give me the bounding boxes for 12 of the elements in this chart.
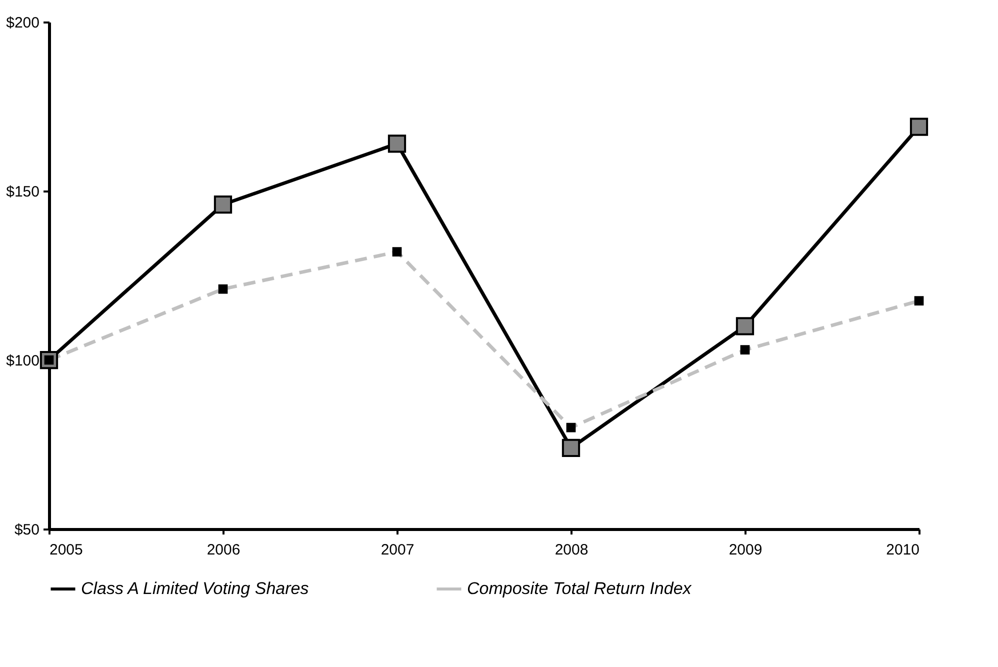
y-tick-label: $100 [6, 352, 40, 370]
x-tick-label: 2010 [886, 542, 920, 558]
x-tick-label: 2006 [206, 542, 240, 558]
y-tick-label: $150 [6, 184, 40, 200]
legend-label: Composite Total Return Index [467, 579, 692, 598]
x-tick-label: 2008 [554, 542, 588, 558]
legend-label: Class A Limited Voting Shares [81, 579, 310, 598]
x-tick-label: 2009 [728, 542, 762, 558]
x-tick-label: 2007 [380, 542, 414, 558]
y-tick-label: $200 [6, 14, 40, 32]
x-tick-label: 2005 [50, 542, 83, 558]
y-tick-label: $50 [14, 522, 40, 538]
